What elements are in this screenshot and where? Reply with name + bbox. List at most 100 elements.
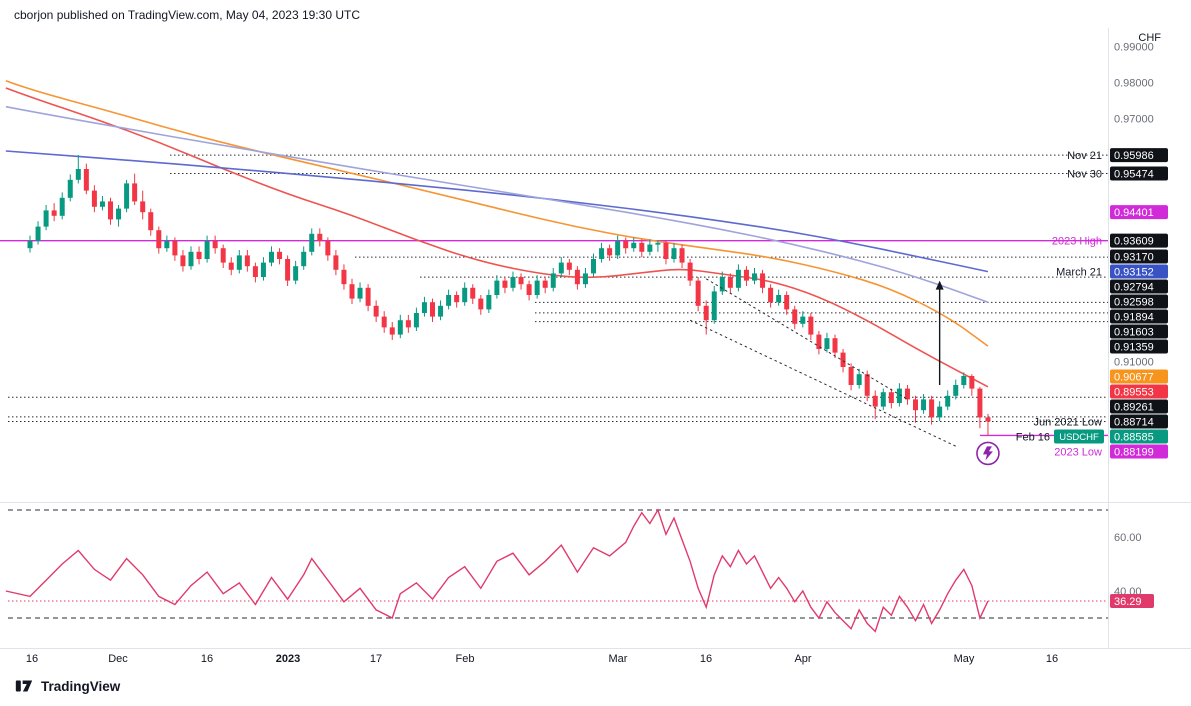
price-badge xyxy=(1110,399,1168,414)
price-badge-value: 0.94401 xyxy=(1114,207,1154,219)
candle-body xyxy=(888,392,894,403)
candle-body xyxy=(558,262,564,274)
price-badge-value: 0.91894 xyxy=(1114,311,1154,323)
candle-body xyxy=(365,287,371,306)
projection-arrow xyxy=(935,280,944,385)
candle-body xyxy=(252,266,258,277)
price-badge xyxy=(1110,264,1168,279)
price-badge xyxy=(1110,233,1168,248)
candle-body xyxy=(478,298,484,310)
candle-body xyxy=(75,169,81,180)
candle-body xyxy=(977,388,983,418)
candle-body xyxy=(357,287,363,299)
rsi-value-badge xyxy=(1110,594,1154,609)
price-badge-value: 0.95474 xyxy=(1114,169,1154,181)
time-tick: 16 xyxy=(1046,653,1058,665)
price-badge xyxy=(1110,414,1168,429)
candle-body xyxy=(430,302,435,317)
price-badge-value: 0.89553 xyxy=(1114,386,1154,398)
candle-body xyxy=(91,190,97,207)
price-badge xyxy=(1110,444,1168,459)
dashed-trendline xyxy=(705,278,908,400)
candle-body xyxy=(510,277,516,288)
candle-body xyxy=(51,210,57,216)
candle-body xyxy=(325,241,331,256)
candle-body xyxy=(824,338,830,349)
candle-body xyxy=(880,392,886,407)
candle-body xyxy=(301,251,307,267)
candle-body xyxy=(236,255,242,270)
dashed-trendline xyxy=(689,319,956,447)
level-label: 2023 Low xyxy=(1054,446,1102,458)
price-badge-value: 0.88199 xyxy=(1114,446,1154,458)
pane-separators xyxy=(0,28,1191,649)
candle-body xyxy=(566,262,572,270)
time-tick: 16 xyxy=(201,653,213,665)
candle-body xyxy=(277,251,283,259)
candle-body xyxy=(953,385,959,396)
candle-body xyxy=(792,309,798,324)
candle-body xyxy=(413,313,419,328)
candle-body xyxy=(655,242,661,245)
candle-body xyxy=(132,183,138,202)
quote-currency-label: CHF xyxy=(1138,32,1161,44)
candle-body xyxy=(309,233,315,252)
price-badge-value: 0.90677 xyxy=(1114,371,1154,383)
candle-body xyxy=(743,269,749,281)
time-tick: May xyxy=(954,653,975,665)
candle-body xyxy=(784,295,790,310)
candle-body xyxy=(703,305,709,321)
candle-body xyxy=(43,210,49,227)
candle-body xyxy=(405,320,411,328)
price-badge-value: 0.88714 xyxy=(1114,416,1154,428)
candle-body xyxy=(945,395,951,407)
candle-body xyxy=(212,241,218,249)
candle-body xyxy=(808,316,814,335)
candle-body xyxy=(67,179,73,198)
candle-body xyxy=(349,284,355,299)
candle-body xyxy=(937,406,943,418)
candle-body xyxy=(599,248,605,259)
time-tick: Mar xyxy=(609,653,628,665)
publisher-note: cborjon published on TradingView.com, Ma… xyxy=(14,8,360,22)
candle-body xyxy=(679,248,685,263)
price-badge xyxy=(1110,384,1168,399)
candle-body xyxy=(832,338,838,353)
candle-body xyxy=(470,287,476,299)
time-axis: 16 Dec 16 2023 17 Feb Mar 16 Apr May 16 xyxy=(26,653,1058,665)
price-badge-value: 0.92794 xyxy=(1114,281,1154,293)
candle-body xyxy=(752,273,757,281)
price-badge xyxy=(1110,148,1168,163)
candle-body xyxy=(59,197,65,216)
symbol-tag xyxy=(1054,429,1104,444)
candle-body xyxy=(438,305,444,317)
time-tick: 17 xyxy=(370,653,382,665)
candle-body xyxy=(446,295,452,306)
candle-body xyxy=(969,376,975,389)
price-axis: 0.99000 0.98000 0.97000 0.95986 Nov 21 0.9547… xyxy=(1016,42,1168,459)
candle-body xyxy=(719,277,725,292)
price-badge xyxy=(1110,369,1168,384)
price-badge-value: 0.95986 xyxy=(1114,150,1154,162)
candle-body xyxy=(164,241,170,249)
price-badge-value: 0.93609 xyxy=(1114,236,1154,248)
candle-body xyxy=(768,287,774,303)
candle-body xyxy=(647,244,653,252)
candle-body xyxy=(397,320,403,335)
candle-body xyxy=(671,248,677,259)
price-badge-value: 0.88585 xyxy=(1114,431,1154,443)
candle-body xyxy=(486,295,492,310)
candle-body xyxy=(421,302,427,313)
level-label: Jun 2021 Low xyxy=(1034,416,1103,428)
price-badge-value: 0.89261 xyxy=(1114,401,1154,413)
candle-body xyxy=(800,316,806,324)
price-badge xyxy=(1110,429,1168,444)
price-badge-value: 0.92598 xyxy=(1114,296,1154,308)
tradingview-branding: TradingView xyxy=(14,676,120,696)
candle-body xyxy=(735,269,741,288)
candle-body xyxy=(615,241,621,256)
tradingview-logo xyxy=(15,680,33,692)
candles-layer xyxy=(27,154,991,436)
